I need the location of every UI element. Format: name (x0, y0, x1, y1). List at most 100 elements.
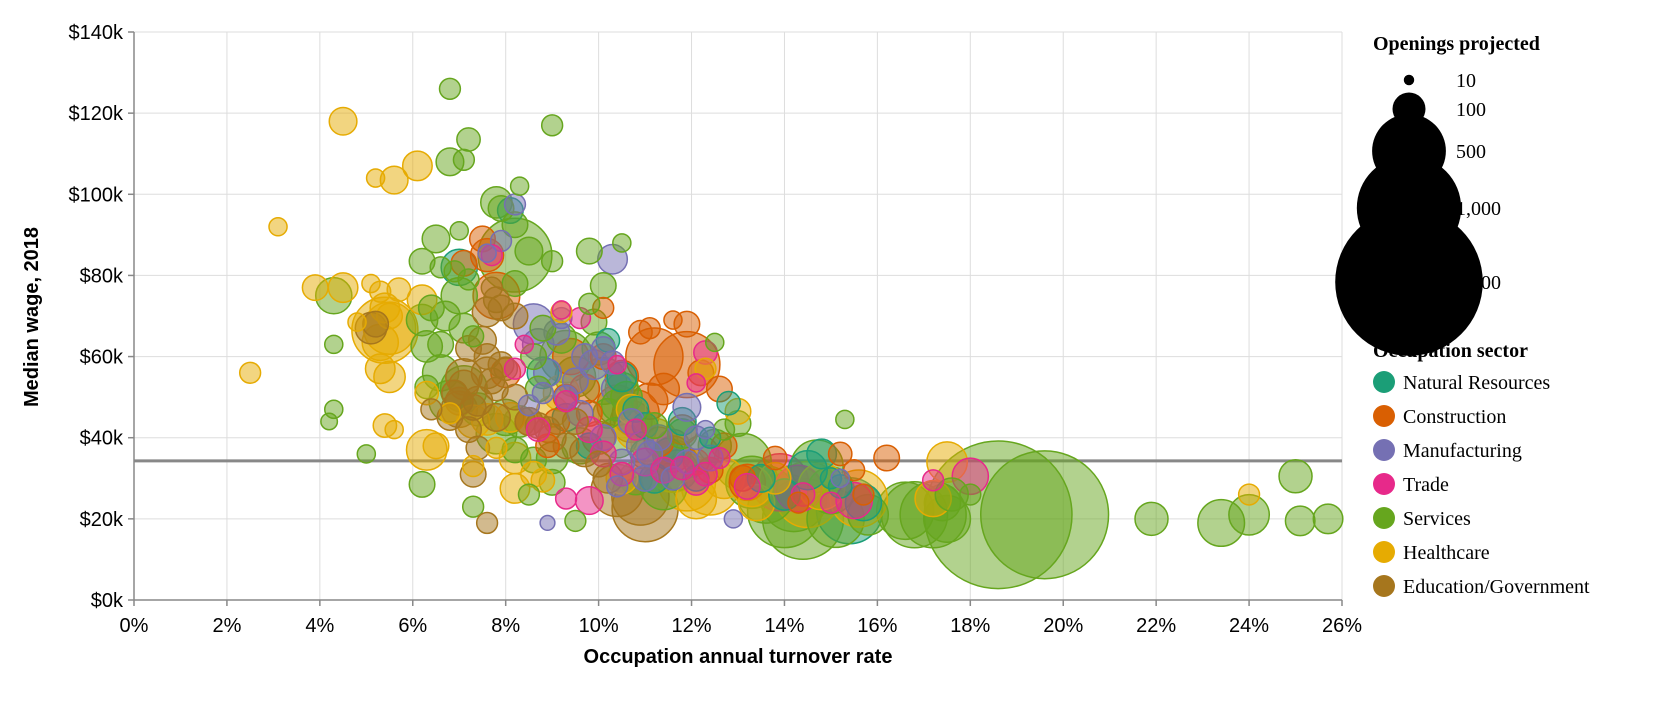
data-point (503, 357, 527, 380)
y-tick-label: $0k (91, 590, 124, 612)
data-point (585, 450, 613, 478)
data-point (672, 392, 702, 422)
data-point (514, 236, 544, 266)
data-point (417, 294, 445, 322)
data-point (477, 243, 497, 263)
data-point (327, 272, 359, 304)
x-tick-label: 26% (1322, 615, 1362, 637)
data-point (421, 224, 451, 254)
color-legend-title: Occupation sector (1373, 340, 1528, 362)
y-tick-label: $140k (69, 22, 124, 44)
data-point (480, 276, 503, 299)
data-point (456, 127, 481, 152)
data-point (704, 332, 725, 353)
data-point (693, 461, 718, 487)
data-point (539, 514, 556, 532)
y-tick-label: $60k (80, 347, 124, 369)
color-legend-entries: Natural Resources Construction Manufacturi… (1373, 371, 1590, 598)
size-legend-label: 2,000 (1456, 272, 1501, 294)
x-tick-label: 8% (491, 615, 520, 637)
data-point (517, 394, 541, 417)
data-point (694, 357, 717, 380)
color-legend-swatch (1373, 575, 1395, 597)
data-point (607, 354, 627, 375)
size-legend-label: 10 (1456, 70, 1476, 92)
size-legend-label: 100 (1456, 99, 1486, 121)
x-tick-label: 18% (950, 615, 990, 637)
data-point (364, 353, 396, 385)
data-point (612, 233, 632, 253)
x-tick-label: 4% (305, 615, 334, 637)
data-point (575, 237, 603, 265)
y-tick-label: $40k (80, 428, 124, 450)
data-point (606, 475, 629, 498)
data-point (427, 330, 455, 358)
x-tick-label: 10% (579, 615, 619, 637)
data-point (328, 106, 358, 136)
size-legend-entries: 10 100 500 1,000 2,000 (1335, 70, 1501, 356)
color-legend-label: Natural Resources (1403, 372, 1550, 394)
data-point (835, 409, 855, 430)
data-point (624, 418, 647, 441)
data-point (554, 390, 578, 413)
data-point (979, 450, 1110, 580)
data-point (356, 444, 377, 464)
data-point (1284, 505, 1316, 537)
data-point (695, 419, 716, 440)
x-tick-label: 12% (672, 615, 712, 637)
points-layer (238, 77, 1344, 590)
data-point (638, 316, 661, 340)
color-legend-swatch (1373, 405, 1395, 427)
data-point (481, 402, 511, 432)
data-point (787, 491, 810, 514)
size-legend-label: 1,000 (1456, 198, 1501, 220)
data-point (461, 325, 485, 348)
data-point (540, 250, 564, 273)
data-point (663, 310, 683, 330)
data-point (669, 455, 695, 481)
data-point (449, 221, 470, 241)
x-tick-label: 20% (1043, 615, 1083, 637)
data-point (959, 483, 982, 506)
y-tick-label: $80k (80, 265, 124, 287)
data-point (819, 491, 843, 514)
color-legend-swatch (1373, 541, 1395, 563)
color-legend-label: Trade (1403, 474, 1449, 496)
legend: Openings projected 10 100 500 1,000 2,000 Oc… (1335, 33, 1590, 598)
data-point (361, 273, 381, 294)
size-legend-swatch (1403, 74, 1415, 86)
data-point (268, 216, 288, 237)
data-point (347, 312, 367, 332)
data-point (461, 495, 485, 518)
x-tick-label: 14% (764, 615, 804, 637)
data-point (712, 418, 736, 441)
data-point (578, 292, 601, 316)
color-legend-swatch (1373, 473, 1395, 495)
data-point (483, 376, 509, 402)
data-point (509, 176, 530, 196)
data-point (723, 509, 744, 529)
data-point (365, 168, 386, 188)
data-point (514, 334, 535, 355)
color-legend-label: Healthcare (1403, 542, 1490, 564)
data-point (438, 77, 462, 100)
data-point (716, 390, 742, 416)
data-point (459, 393, 487, 421)
color-legend-swatch (1373, 507, 1395, 529)
x-tick-label: 6% (398, 615, 427, 637)
data-point (517, 483, 541, 506)
data-point (564, 509, 587, 533)
data-point (762, 445, 788, 471)
x-tick-label: 24% (1229, 615, 1269, 637)
data-point (401, 150, 433, 182)
data-point (647, 372, 681, 406)
y-tick-label: $20k (80, 509, 124, 531)
color-legend-swatch (1373, 439, 1395, 461)
data-point (485, 436, 508, 460)
data-point (530, 467, 556, 493)
x-tick-label: 0% (120, 615, 149, 637)
data-point (554, 487, 578, 510)
data-point (238, 361, 262, 384)
data-point (438, 402, 462, 425)
